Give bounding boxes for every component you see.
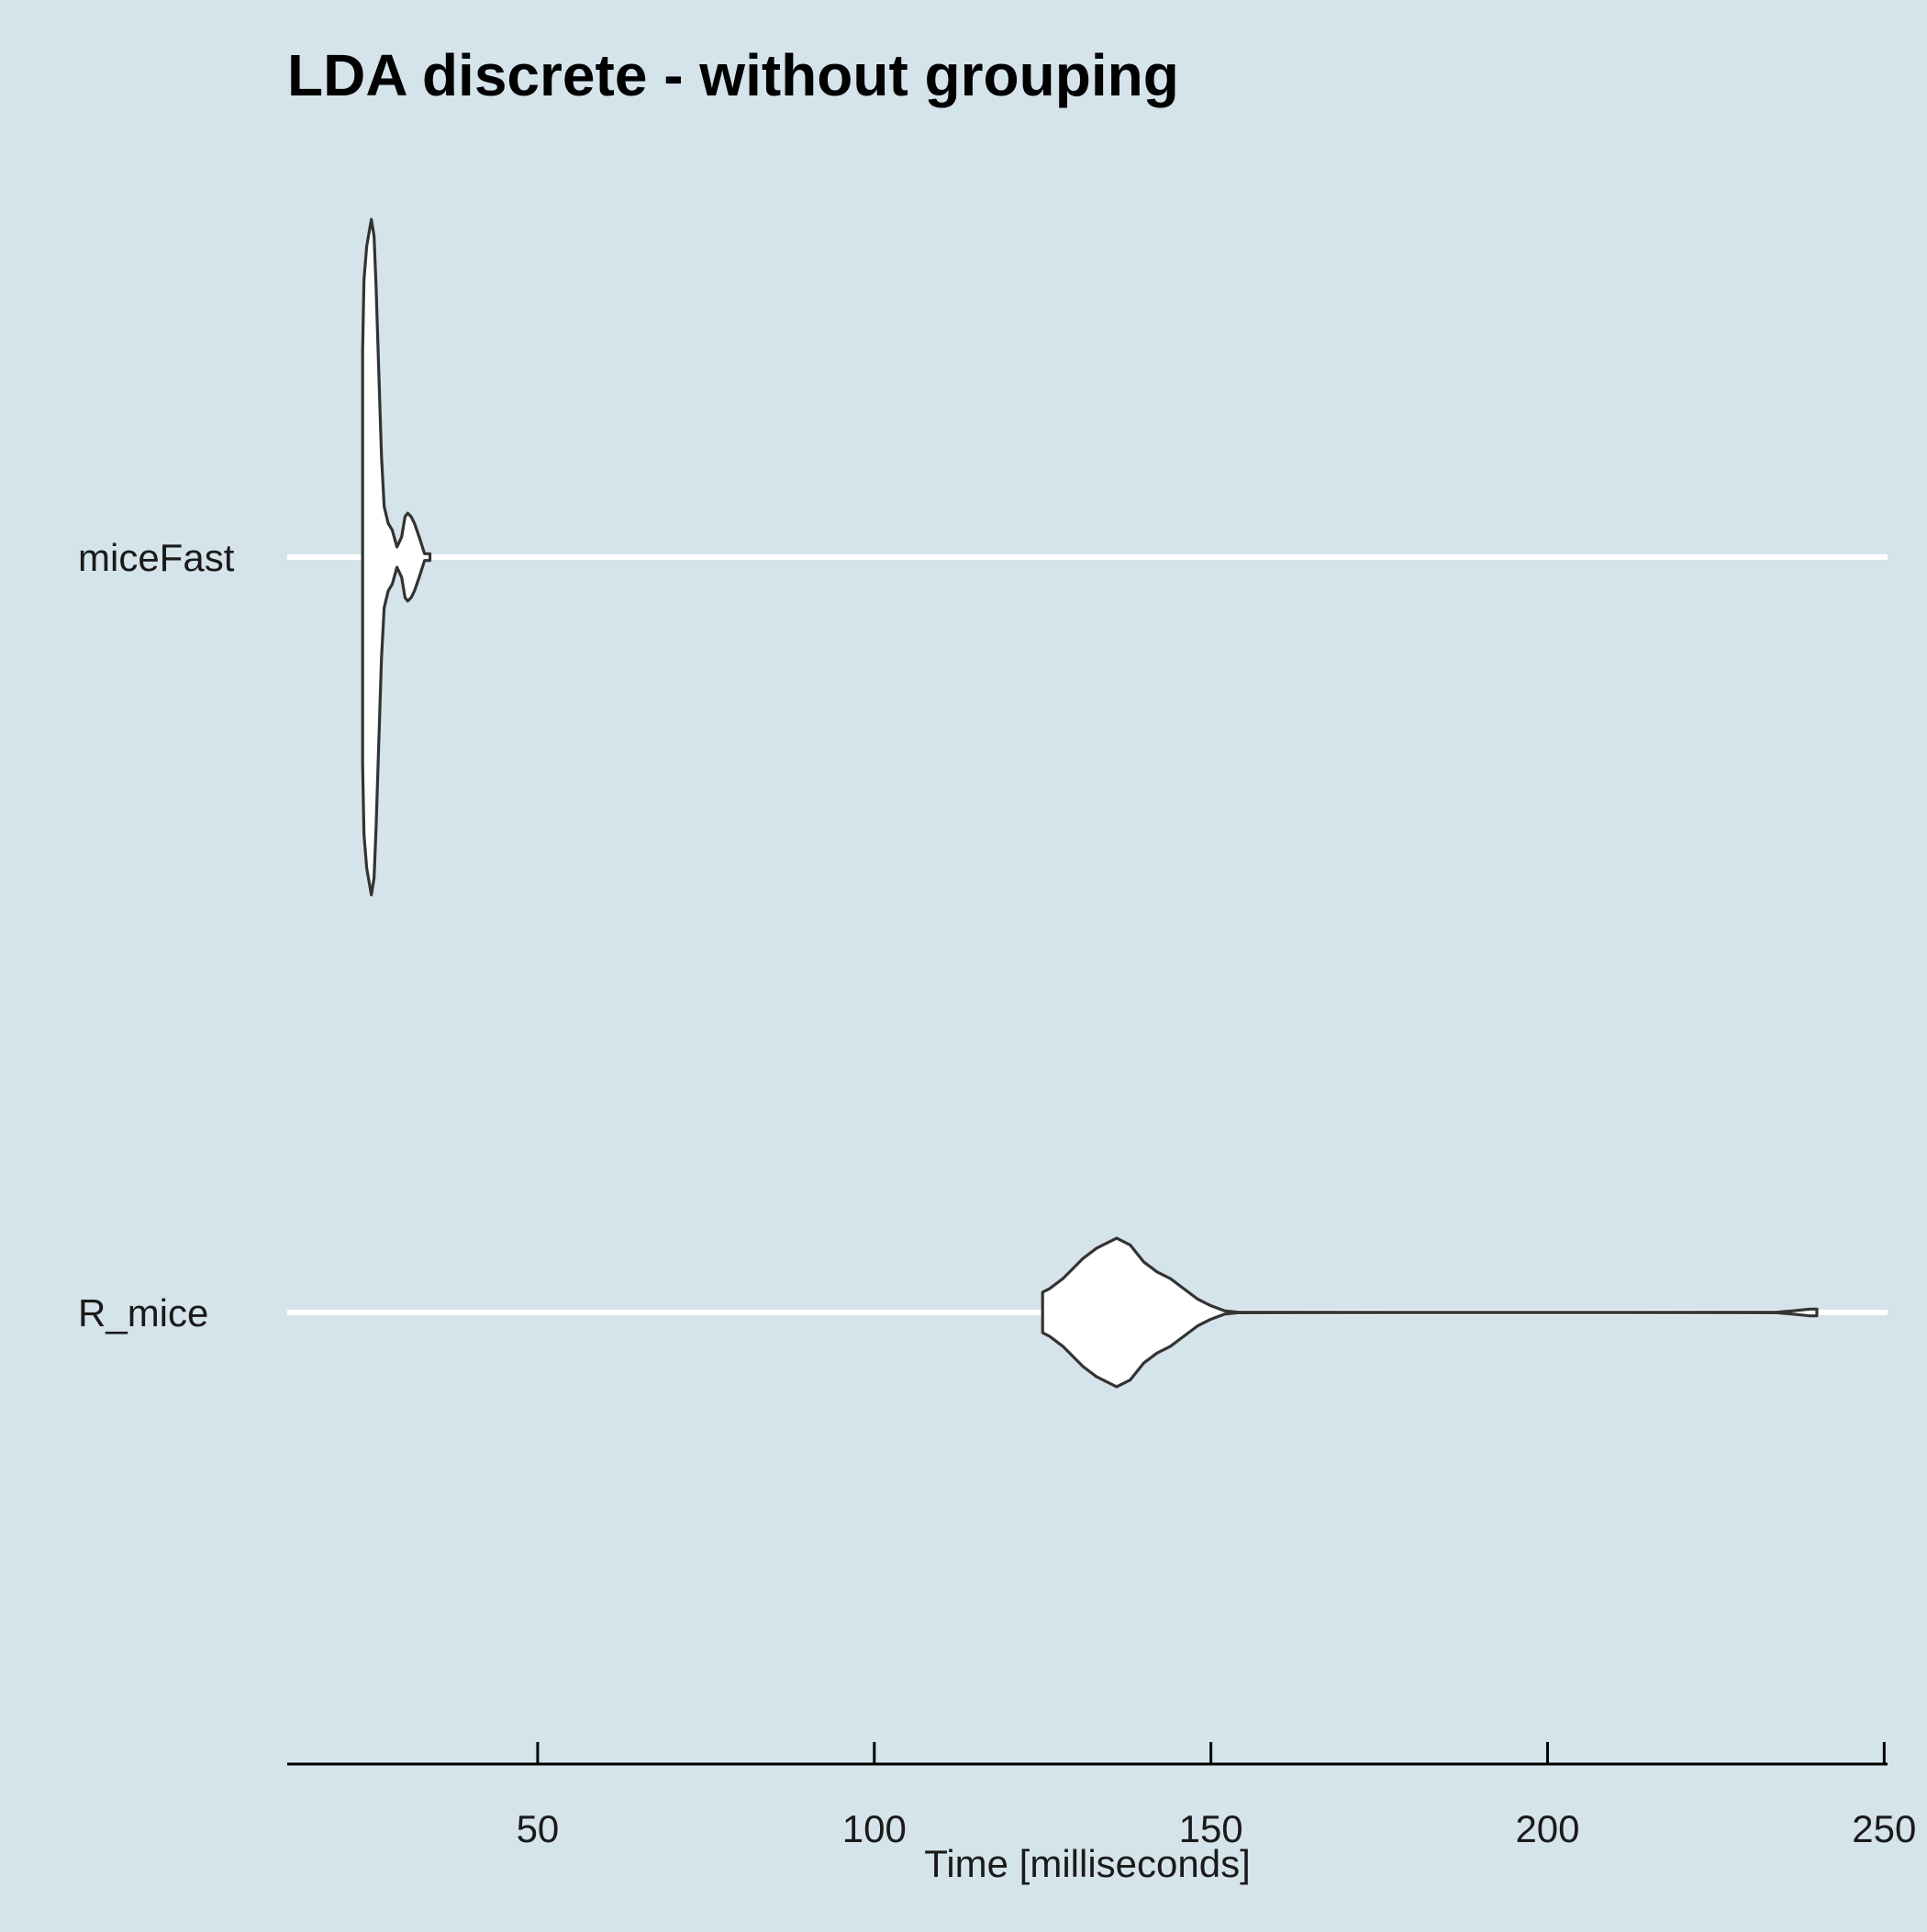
x-axis: 50 100 150 200 250 <box>287 1742 1916 1850</box>
category-label: miceFast <box>78 536 235 579</box>
chart-title: LDA discrete - without grouping <box>287 42 1179 108</box>
violin-r-mice <box>1041 1236 1819 1389</box>
violin-micefast <box>361 218 432 897</box>
x-axis-title: Time [milliseconds] <box>924 1842 1251 1885</box>
x-tick-label: 250 <box>1852 1807 1916 1850</box>
category-labels: miceFast R_mice <box>78 536 235 1335</box>
x-tick-label: 200 <box>1515 1807 1579 1850</box>
category-label: R_mice <box>78 1291 208 1335</box>
gridlines <box>287 554 1888 1315</box>
violins <box>361 218 1819 1389</box>
x-tick-label: 100 <box>842 1807 907 1850</box>
x-tick-label: 150 <box>1179 1807 1243 1850</box>
x-tick-label: 50 <box>517 1807 560 1850</box>
